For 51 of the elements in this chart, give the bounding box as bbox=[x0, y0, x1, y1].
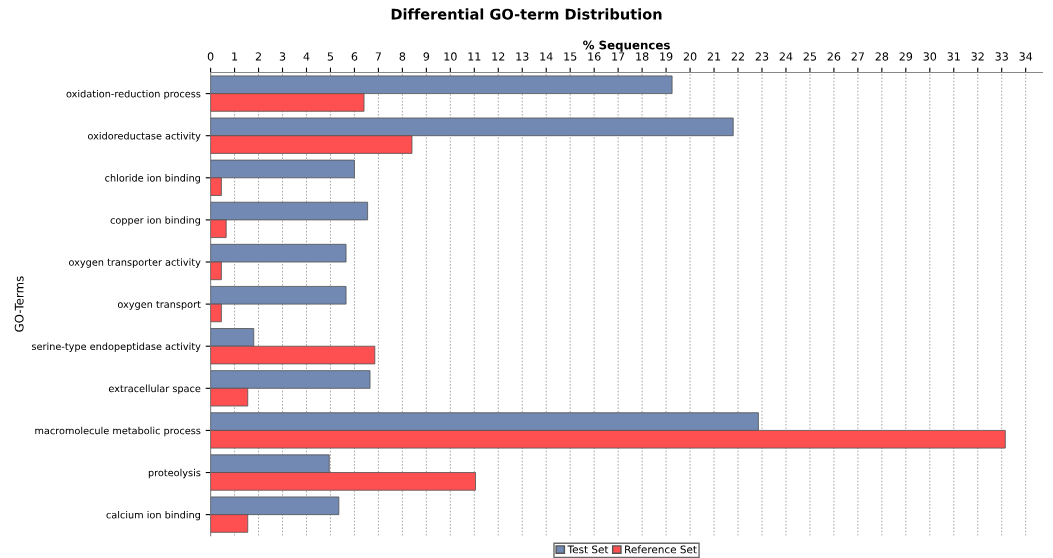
x-tick-label: 12 bbox=[492, 52, 505, 61]
chart-title: Differential GO-term Distribution bbox=[391, 8, 662, 20]
x-tick-label: 29 bbox=[899, 52, 913, 61]
x-tick-label: 20 bbox=[683, 52, 697, 61]
x-tick-label: 5 bbox=[327, 52, 334, 61]
x-tick-label: 8 bbox=[399, 52, 406, 61]
y-tick-label: extracellular space bbox=[108, 384, 201, 395]
x-tick-label: 11 bbox=[468, 52, 481, 61]
x-tick-label: 25 bbox=[803, 52, 817, 61]
x-tick-label: 2 bbox=[255, 52, 261, 61]
y-tick-label: oxygen transporter activity bbox=[69, 258, 201, 268]
x-tick-label: 4 bbox=[303, 52, 310, 61]
x-tick-label: 10 bbox=[444, 52, 457, 61]
y-tick-label: chloride ion binding bbox=[105, 174, 200, 184]
y-tick-label: serine-type endopeptidase activity bbox=[31, 342, 201, 352]
x-tick-label: 34 bbox=[1019, 52, 1033, 61]
x-tick-label: 13 bbox=[516, 52, 529, 61]
x-tick-label: 6 bbox=[351, 52, 358, 61]
x-tick-label: 28 bbox=[875, 52, 889, 61]
x-tick-label: 27 bbox=[851, 52, 864, 61]
y-tick-label: oxidoreductase activity bbox=[88, 132, 201, 142]
x-tick-label: 26 bbox=[827, 52, 841, 61]
x-axis-title: % Sequences bbox=[583, 40, 670, 52]
legend-label: Test Set bbox=[567, 545, 609, 554]
y-tick-label: oxygen transport bbox=[117, 300, 201, 310]
x-tick-label: 24 bbox=[779, 52, 793, 61]
x-tick-label: 22 bbox=[731, 52, 744, 61]
x-tick-label: 17 bbox=[612, 52, 625, 61]
x-tick-label: 33 bbox=[995, 52, 1008, 61]
x-tick-label: 19 bbox=[660, 52, 673, 61]
x-tick-label: 32 bbox=[971, 52, 984, 61]
x-tick-label: 3 bbox=[279, 52, 286, 61]
y-axis-title: GO-Terms bbox=[14, 276, 24, 332]
x-tick-label: 31 bbox=[947, 52, 960, 61]
x-tick-label: 9 bbox=[423, 52, 430, 61]
x-tick-label: 21 bbox=[707, 52, 721, 61]
x-tick-label: 30 bbox=[923, 52, 937, 61]
x-tick-label: 23 bbox=[755, 52, 769, 61]
x-tick-label: 18 bbox=[636, 52, 649, 61]
x-tick-label: 16 bbox=[588, 52, 601, 61]
x-tick-label: 14 bbox=[540, 52, 553, 61]
y-tick-label: proteolysis bbox=[148, 468, 201, 479]
y-tick-label: macromolecule metabolic process bbox=[35, 426, 201, 437]
y-tick-label: copper ion binding bbox=[110, 216, 200, 226]
legend-label: Reference Set bbox=[625, 545, 697, 554]
y-tick-label: oxidation-reduction process bbox=[66, 89, 201, 100]
x-tick-label: 0 bbox=[207, 52, 214, 61]
x-tick-label: 15 bbox=[564, 52, 577, 61]
x-tick-label: 1 bbox=[232, 52, 238, 61]
y-tick-label: calcium ion binding bbox=[106, 510, 200, 521]
x-tick-label: 7 bbox=[375, 52, 381, 61]
